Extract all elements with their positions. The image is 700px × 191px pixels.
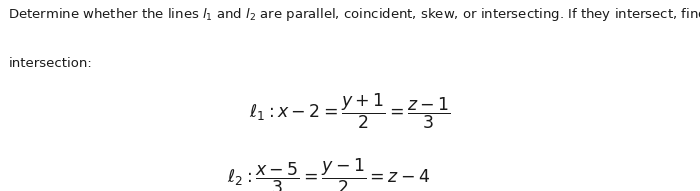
Text: $\ell_2 : \dfrac{x-5}{3} = \dfrac{y-1}{2} = z - 4$: $\ell_2 : \dfrac{x-5}{3} = \dfrac{y-1}{2…: [228, 157, 430, 191]
Text: Determine whether the lines $\it{l}_1$ and $\it{l}_2$ are parallel, coincident, : Determine whether the lines $\it{l}_1$ a…: [8, 6, 700, 23]
Text: $\ell_1 : x - 2 = \dfrac{y+1}{2} = \dfrac{z-1}{3}$: $\ell_1 : x - 2 = \dfrac{y+1}{2} = \dfra…: [249, 92, 451, 131]
Text: intersection:: intersection:: [8, 57, 92, 70]
